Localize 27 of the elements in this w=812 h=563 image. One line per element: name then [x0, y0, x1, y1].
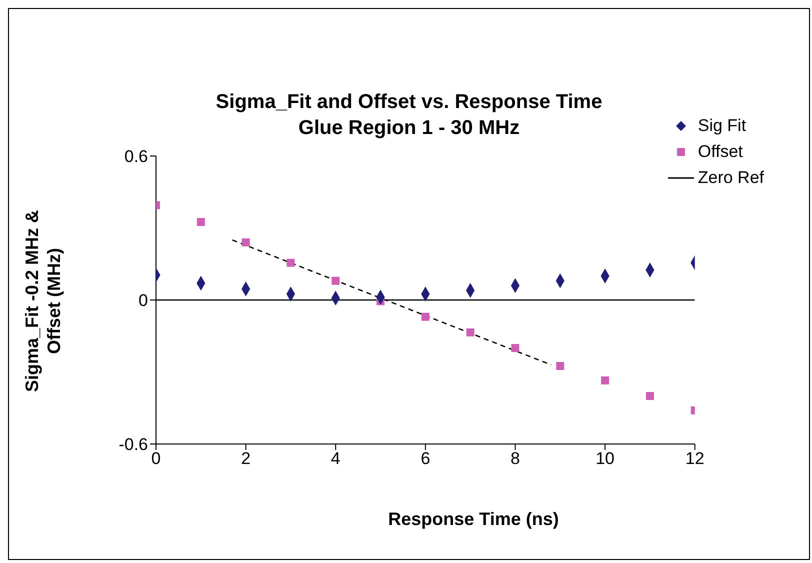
x-tick-label: 4 — [330, 449, 340, 468]
y-tick-label: 0.6 — [124, 147, 148, 166]
x-tick-label: 6 — [420, 449, 430, 468]
point — [601, 376, 610, 384]
x-tick-label: 0 — [151, 449, 161, 468]
point — [286, 258, 295, 267]
x-axis-title: Response Time (ns) — [387, 509, 560, 530]
point — [421, 312, 430, 321]
point — [556, 362, 564, 370]
x-tick-label: 10 — [596, 449, 615, 468]
y-tick-label: 0 — [138, 291, 148, 310]
legend-label: Offset — [698, 142, 743, 162]
x-tick-label: 2 — [241, 449, 251, 468]
point — [196, 218, 205, 226]
x-tick-label: 8 — [510, 449, 520, 468]
point — [511, 344, 520, 352]
point — [242, 238, 250, 246]
y-axis-title: Sigma_Fit -0.2 MHz & Offset (MHz) — [22, 210, 64, 392]
y-tick-label: -0.6 — [118, 435, 148, 454]
point — [646, 392, 654, 400]
chart-subtitle: Glue Region 1 - 30 MHz — [298, 117, 520, 139]
legend-label: Zero Ref — [698, 168, 764, 188]
point — [466, 328, 474, 336]
point — [332, 276, 340, 285]
legend-label: Sig Fit — [698, 116, 746, 136]
x-tick-label: 12 — [685, 449, 704, 468]
chart-title: Sigma_Fit and Offset vs. Response Time — [214, 90, 604, 115]
